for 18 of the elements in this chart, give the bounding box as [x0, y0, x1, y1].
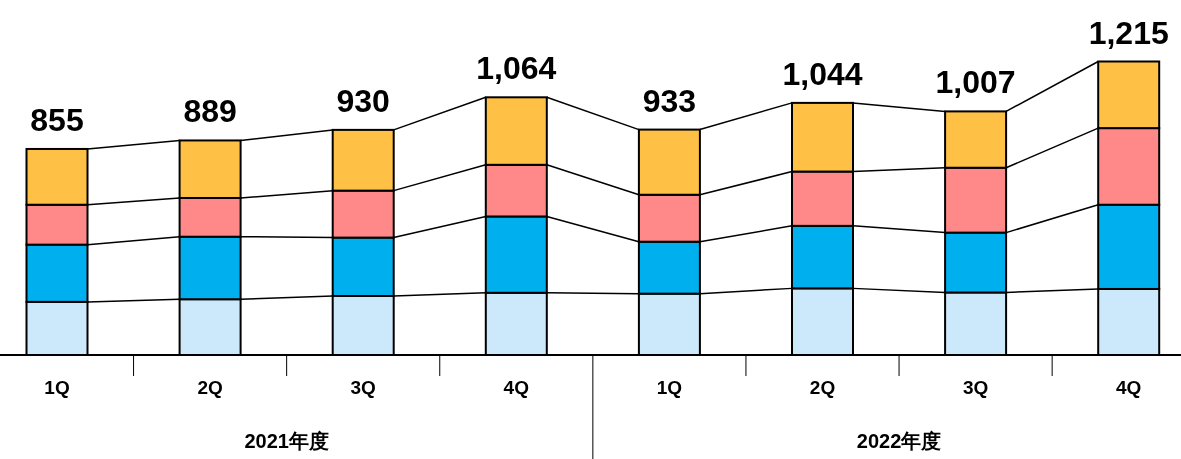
annotation: 1,044	[782, 55, 863, 92]
x-tick-label: 1Q	[656, 377, 683, 398]
text: 1,215	[1088, 14, 1169, 51]
text: 2022年度	[856, 430, 942, 452]
annotation: 889	[183, 93, 237, 130]
x-tick-label: 4Q	[503, 377, 529, 398]
text: 2021年度	[244, 430, 329, 452]
x-tick-label: 1Q	[44, 377, 70, 398]
annotation: 933	[642, 82, 697, 119]
annotation: 930	[336, 82, 390, 119]
x-tick-label: 3Q	[350, 377, 376, 398]
x-tick-label: 2Q	[809, 377, 836, 398]
x-tick-label: 3Q	[962, 377, 989, 398]
annotation: 855	[30, 101, 84, 138]
x-tick-label: 2Q	[197, 377, 223, 398]
annotation: 1,007	[935, 64, 1016, 101]
annotation: 1,064	[476, 50, 557, 87]
x-tick-label: 4Q	[1116, 377, 1142, 398]
